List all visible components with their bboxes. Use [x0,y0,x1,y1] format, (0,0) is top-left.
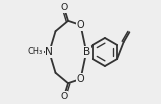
Text: O: O [60,92,67,101]
Text: CH₃: CH₃ [28,48,43,56]
Text: O: O [77,74,84,84]
Text: N: N [45,47,53,57]
Text: O: O [77,20,84,30]
Text: B: B [83,47,90,57]
Text: O: O [60,3,67,12]
